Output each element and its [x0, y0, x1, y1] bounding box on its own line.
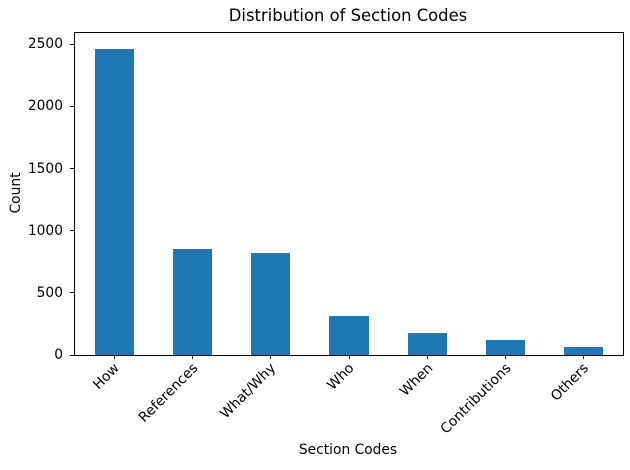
x-tick-label-references: References: [135, 360, 202, 426]
y-axis-label: Count: [8, 172, 24, 214]
y-tick: [70, 230, 74, 232]
x-tick-label-what-why: What/Why: [217, 360, 280, 423]
x-tick: [583, 355, 585, 359]
x-tick: [426, 355, 428, 359]
x-tick-label-how: How: [90, 360, 123, 393]
y-tick-label: 500: [36, 284, 63, 301]
y-tick-label: 1000: [27, 222, 63, 239]
y-tick: [70, 292, 74, 294]
x-tick-label-others: Others: [548, 360, 593, 405]
y-tick: [70, 43, 74, 45]
x-tick: [270, 355, 272, 359]
x-tick: [191, 355, 193, 359]
plot-area: How References What/Why Who When Contribution…: [28, 32, 624, 437]
y-tick: [70, 105, 74, 107]
y-tick: [70, 168, 74, 169]
y-tick-label: 1500: [27, 160, 63, 177]
chart-title: Distribution of Section Codes: [228, 6, 468, 25]
x-tick: [113, 355, 115, 359]
y-tick-label: 2500: [27, 36, 63, 53]
y-tick-label: 0: [54, 347, 63, 363]
y-tick: [70, 354, 74, 356]
bar-who: [329, 315, 369, 355]
x-tick-label-contributions: Contributions: [437, 360, 515, 438]
bar-what-why: [251, 253, 291, 355]
bar-how: [94, 48, 134, 355]
bar-when: [407, 332, 447, 355]
x-tick: [505, 355, 507, 359]
y-tick-label: 2000: [27, 98, 63, 115]
x-tick: [348, 355, 350, 359]
x-tick-label-when: When: [396, 360, 436, 400]
x-axis-label: Section Codes: [298, 442, 398, 458]
x-tick-label-who: Who: [324, 360, 358, 394]
bar-contributions: [486, 340, 526, 355]
bar-others: [564, 346, 604, 355]
bar-references: [172, 248, 212, 355]
